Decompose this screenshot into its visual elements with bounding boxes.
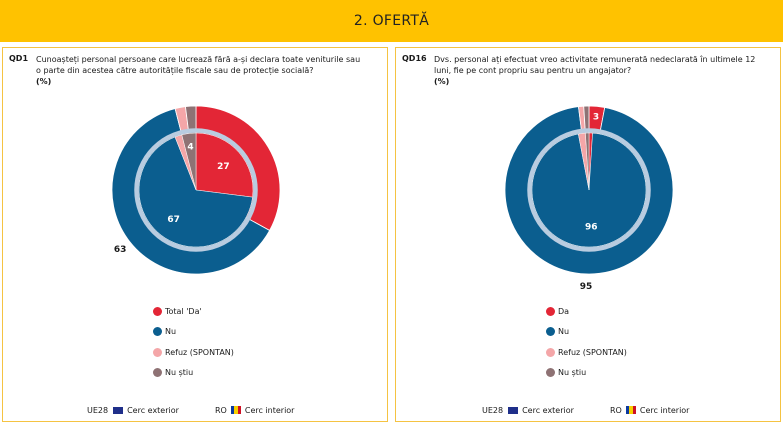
question-text: Dvs. personal ați efectuat vreo activita… (434, 54, 764, 87)
legend-label: Total 'Da' (165, 306, 202, 316)
outer-label: Cerc exterior (127, 405, 179, 415)
legend-qd1: Total 'Da' Nu Refuz (SPONTAN) Nu știu (153, 306, 234, 388)
legend-label: Nu știu (165, 368, 194, 377)
outer-label-da: 33 (272, 137, 285, 147)
panel-qd16: QD16 Dvs. personal ați efectuat vreo act… (395, 47, 781, 422)
legend-swatch-nu (153, 327, 162, 336)
legend-label: Refuz (SPONTAN) (558, 347, 627, 357)
legend-item-refuz: Refuz (SPONTAN) (153, 347, 234, 357)
legend-swatch-refuz (153, 347, 162, 357)
inner-label-nu: 67 (167, 215, 180, 225)
inner-ring-border (527, 128, 651, 252)
question-unit: (%) (434, 77, 450, 86)
eu-flag-icon (113, 406, 124, 414)
inner-slice-nustiu (585, 132, 590, 191)
legend-swatch-da (153, 306, 162, 316)
eu-flag-icon (508, 406, 519, 414)
outer-circle-key: UE28 Cerc exterior (87, 406, 179, 415)
panel-qd1: QD1 Cunoașteți personal persoane care lu… (2, 47, 388, 422)
outer-code: UE28 (87, 405, 109, 415)
inner-slice-nustiu (181, 132, 197, 191)
question-text: Cunoașteți personal persoane care lucrea… (36, 54, 366, 87)
inner-code: RO (610, 405, 622, 415)
outer-label-nu: 63 (114, 245, 127, 255)
legend-label: Nu (558, 327, 570, 336)
legend-swatch-refuz (546, 347, 555, 357)
legend-item-da: Total 'Da' (153, 306, 234, 316)
legend-qd16: Da Nu Refuz (SPONTAN) Nu știu (546, 306, 627, 388)
legend-label: Nu știu (558, 368, 587, 377)
legend-swatch-nustiu (153, 368, 162, 377)
legend-label: Da (558, 306, 570, 316)
section-title: 2. OFERTĂ (353, 13, 430, 29)
inner-slice-nu (531, 132, 647, 248)
legend-item-nustiu: Nu știu (153, 368, 234, 378)
inner-slice-da (195, 132, 254, 198)
pie-chart-qd1: 33 63 27 67 4 (111, 105, 285, 275)
legend-label: Refuz (SPONTAN) (165, 347, 234, 357)
legend-item-da: Da (546, 306, 627, 316)
pie-chart-qd16: 3 95 96 (504, 105, 674, 292)
inner-label-nustiu: 4 (187, 142, 193, 152)
ro-flag-icon (230, 406, 241, 414)
outer-label-nu: 95 (580, 282, 593, 292)
question-unit: (%) (36, 77, 52, 86)
legend-item-refuz: Refuz (SPONTAN) (546, 347, 627, 357)
question-code: QD16 (402, 54, 427, 63)
inner-label-nu: 96 (585, 222, 598, 232)
inner-label: Cerc interior (639, 405, 690, 415)
legend-label: Nu (165, 327, 177, 336)
outer-circle-key: UE28 Cerc exterior (482, 406, 574, 415)
inner-circle-key: RO Cerc interior (215, 406, 294, 415)
inner-circle-key: RO Cerc interior (610, 406, 689, 415)
outer-label: Cerc exterior (522, 405, 574, 415)
inner-code: RO (215, 405, 227, 415)
inner-ring-border (134, 128, 258, 252)
legend-item-nustiu: Nu știu (546, 368, 627, 378)
question-body: Cunoașteți personal persoane care lucrea… (36, 55, 361, 75)
question-code: QD1 (9, 54, 29, 63)
legend-swatch-da (546, 306, 555, 316)
inner-slice-nu (138, 136, 253, 248)
ro-flag-icon (625, 406, 636, 414)
legend-swatch-nustiu (546, 368, 555, 377)
question-body: Dvs. personal ați efectuat vreo activita… (434, 55, 756, 75)
legend-item-nu: Nu (153, 327, 234, 337)
legend-swatch-nu (546, 327, 555, 336)
outer-code: UE28 (482, 405, 504, 415)
section-header: 2. OFERTĂ (0, 0, 783, 42)
legend-item-nu: Nu (546, 327, 627, 337)
outer-label-da: 3 (593, 112, 599, 122)
inner-label: Cerc interior (244, 405, 295, 415)
inner-label-da: 27 (217, 162, 230, 172)
